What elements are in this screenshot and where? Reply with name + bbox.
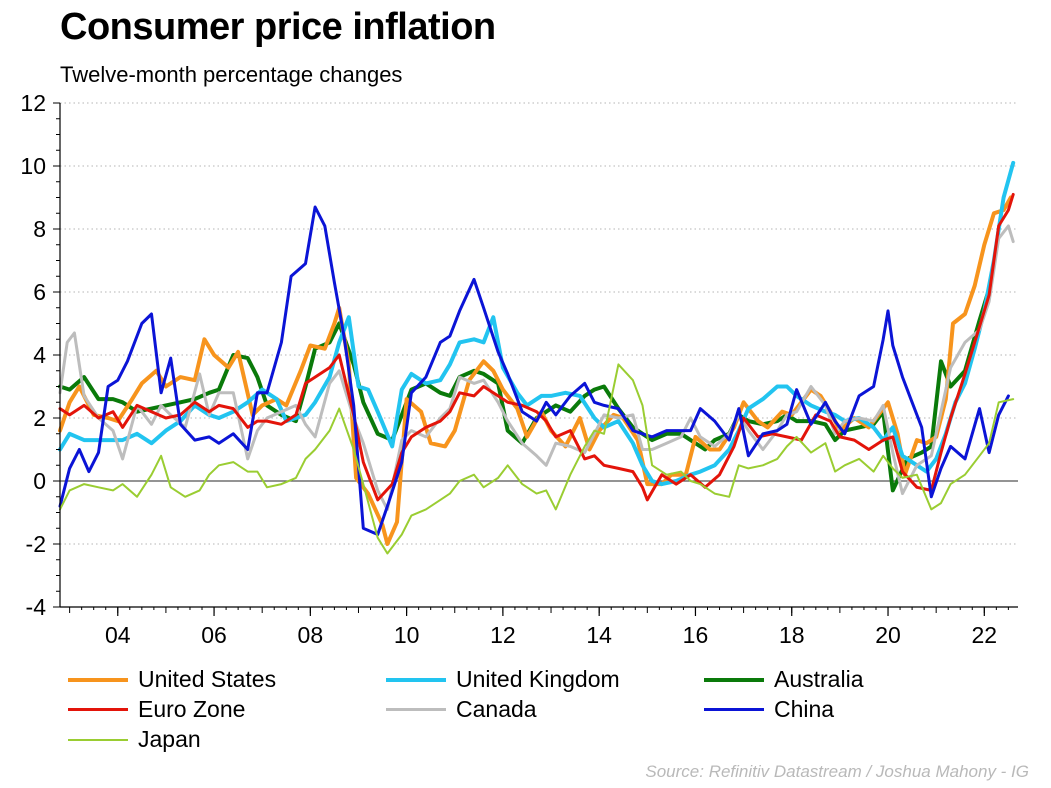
y-tick-label: 8 bbox=[33, 216, 46, 242]
legend-label: Australia bbox=[774, 666, 864, 692]
page-title: Consumer price inflation bbox=[60, 6, 496, 48]
y-tick-label: 0 bbox=[33, 468, 46, 494]
legend-item: United States bbox=[68, 666, 276, 693]
legend-swatch bbox=[68, 738, 128, 741]
legend-item: China bbox=[704, 696, 834, 723]
series-line-canada bbox=[58, 224, 1015, 511]
x-tick-label: 08 bbox=[298, 622, 324, 648]
legend-label: Japan bbox=[138, 726, 201, 752]
x-tick-label: 12 bbox=[490, 622, 516, 648]
legend-item: Canada bbox=[386, 696, 537, 723]
series-line-australia bbox=[58, 286, 992, 493]
y-tick-label: 4 bbox=[33, 342, 46, 368]
legend-item: Euro Zone bbox=[68, 696, 245, 723]
legend-item: Japan bbox=[68, 726, 201, 753]
inflation-line-chart: -4 -2 0 2 4 6 8 10 12 04 06 08 10 12 14 16 18 20 22 bbox=[20, 90, 1018, 648]
x-tick-label: 16 bbox=[683, 622, 709, 648]
chart-axes: -4 -2 0 2 4 6 8 10 12 04 06 08 10 12 14 16 18 20 22 bbox=[20, 90, 1018, 648]
y-tick-label: -4 bbox=[26, 594, 47, 620]
y-tick-label: 10 bbox=[20, 153, 46, 179]
legend-label: China bbox=[774, 696, 835, 722]
legend-label: Canada bbox=[456, 696, 537, 722]
series-line-japan bbox=[59, 363, 1015, 555]
y-tick-label: 6 bbox=[33, 279, 46, 305]
series-line-euro-zone bbox=[58, 192, 1015, 502]
source-note: Source: Refinitiv Datastream / Joshua Ma… bbox=[645, 762, 1029, 781]
x-tick-label: 18 bbox=[779, 622, 805, 648]
page-subtitle: Twelve-month percentage changes bbox=[60, 62, 403, 87]
legend-swatch bbox=[68, 708, 128, 711]
x-tick-label: 14 bbox=[586, 622, 612, 648]
legend-swatch bbox=[386, 708, 446, 711]
legend-swatch bbox=[704, 708, 764, 711]
series-line-united-kingdom bbox=[58, 160, 1016, 487]
legend-item: Australia bbox=[704, 666, 863, 693]
chart-grid bbox=[60, 102, 1018, 545]
x-tick-label: 04 bbox=[105, 622, 131, 648]
y-tick-label: -2 bbox=[26, 531, 46, 557]
y-tick-label: 12 bbox=[20, 90, 46, 116]
x-tick-label: 20 bbox=[875, 622, 901, 648]
chart-series bbox=[58, 160, 1016, 555]
legend-label: United States bbox=[138, 666, 277, 692]
legend-swatch bbox=[386, 677, 446, 682]
series-line-china bbox=[58, 205, 1010, 536]
x-tick-label: 06 bbox=[201, 622, 227, 648]
legend-label: United Kingdom bbox=[456, 666, 620, 692]
y-tick-label: 2 bbox=[33, 405, 46, 431]
legend-swatch bbox=[704, 677, 764, 682]
x-tick-label: 10 bbox=[394, 622, 420, 648]
legend-item: United Kingdom bbox=[386, 666, 620, 693]
legend-label: Euro Zone bbox=[138, 696, 246, 722]
x-tick-label: 22 bbox=[972, 622, 998, 648]
legend-swatch bbox=[68, 677, 128, 682]
